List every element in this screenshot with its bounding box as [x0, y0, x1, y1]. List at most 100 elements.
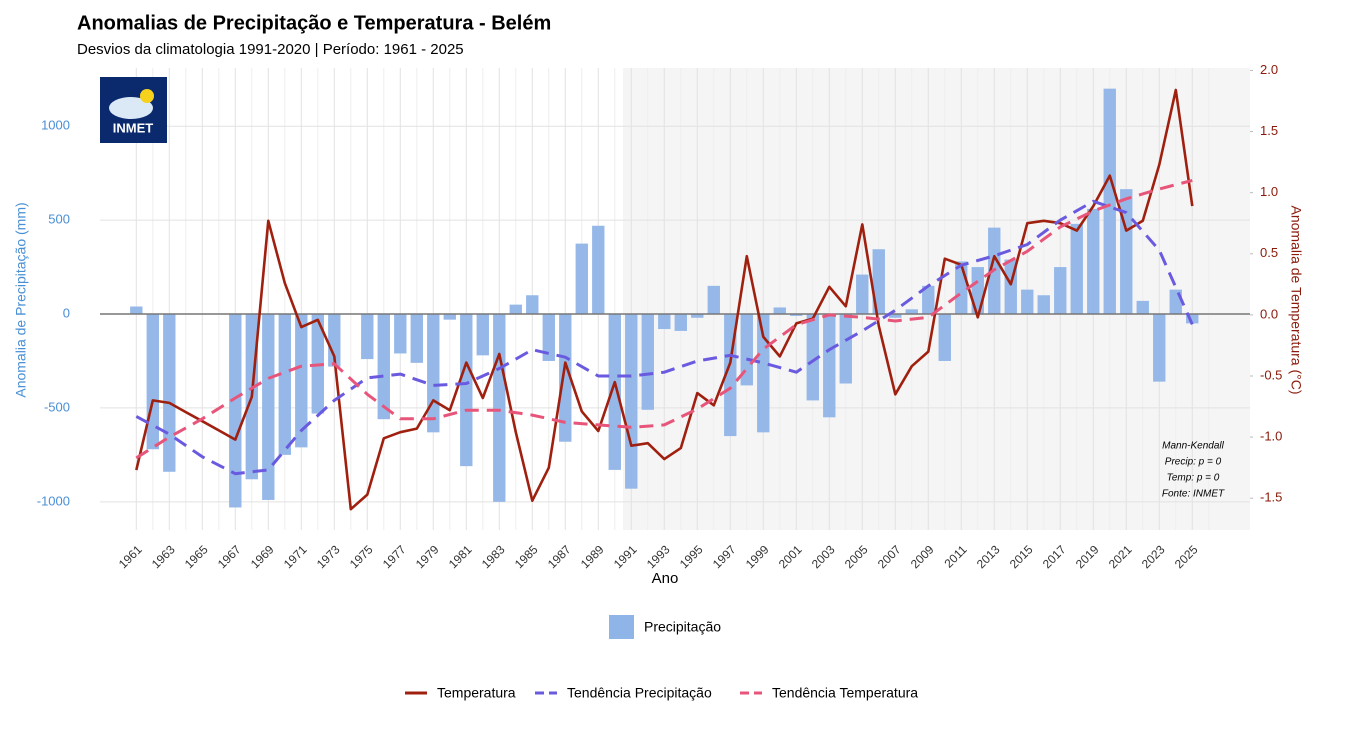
- bar: [278, 314, 291, 455]
- y2-tick-label: -0.5: [1260, 367, 1282, 382]
- x-tick-label: 1965: [182, 542, 211, 571]
- bar: [1186, 314, 1199, 324]
- bar: [823, 314, 836, 418]
- x-tick-label: 2013: [974, 542, 1003, 571]
- bar: [1021, 289, 1034, 315]
- x-tick-label: 1963: [149, 542, 178, 571]
- x-tick-label: 1979: [413, 542, 442, 571]
- legend-label: Temperatura: [437, 685, 516, 701]
- chart-title: Anomalias de Precipitação e Temperatura …: [77, 12, 551, 34]
- trend-line: [135, 199, 1194, 476]
- x-tick-label: 1969: [248, 542, 277, 571]
- logo-sun: [140, 89, 154, 103]
- bar: [641, 314, 654, 410]
- line: [135, 88, 1194, 511]
- bar: [938, 314, 951, 361]
- bar: [559, 314, 572, 442]
- bar: [394, 314, 407, 354]
- y-tick-label: 0: [63, 305, 70, 320]
- bar: [757, 314, 770, 433]
- x-tick-label: 1995: [677, 542, 706, 571]
- x-tick-label: 1981: [446, 542, 475, 571]
- bar: [674, 314, 687, 331]
- bar: [1070, 223, 1083, 315]
- bar: [889, 314, 902, 318]
- bar: [872, 249, 885, 315]
- bar: [592, 225, 605, 315]
- bar: [1136, 300, 1149, 315]
- x-tick-label: 2011: [941, 542, 969, 570]
- y-tick-label: 1000: [41, 118, 70, 133]
- y2-tick-label: 2.0: [1260, 62, 1278, 77]
- bar: [493, 314, 506, 502]
- bar: [1120, 189, 1133, 315]
- x-tick-label: 1987: [545, 542, 574, 571]
- bar: [410, 314, 423, 363]
- x-tick-label: 2017: [1040, 542, 1069, 571]
- bar: [922, 285, 935, 315]
- annotation: Temp: p = 0: [1167, 473, 1220, 484]
- x-tick-label: 2005: [842, 542, 871, 571]
- y2-tick-label: -1.5: [1260, 490, 1282, 505]
- bar: [509, 304, 522, 315]
- legend-label: Tendência Precipitação: [567, 685, 712, 701]
- x-axis-title: Ano: [652, 570, 679, 587]
- annotation: Mann-Kendall: [1162, 441, 1224, 452]
- logo-cloud: [109, 97, 153, 119]
- x-tick-label: 1997: [710, 542, 739, 571]
- x-tick-label: 1991: [611, 542, 640, 571]
- legend-swatch: [609, 615, 634, 639]
- bar: [790, 314, 803, 316]
- bar: [773, 307, 786, 315]
- bar: [361, 314, 374, 360]
- chart-subtitle: Desvios da climatologia 1991-2020 | Perí…: [77, 41, 464, 58]
- bar: [229, 314, 242, 508]
- bar: [460, 314, 473, 467]
- grid: [100, 68, 1250, 530]
- bar: [542, 314, 555, 361]
- bar: [163, 314, 176, 472]
- bar: [1054, 267, 1067, 315]
- annotation: Fonte: INMET: [1162, 489, 1225, 500]
- y-tick-label: -1000: [37, 493, 70, 508]
- x-tick-label: 1973: [314, 542, 343, 571]
- bar: [443, 314, 456, 320]
- bar: [575, 243, 588, 315]
- bar: [295, 314, 308, 448]
- bar: [526, 295, 539, 315]
- bar: [262, 314, 275, 500]
- x-tick-label: 1993: [644, 542, 673, 571]
- x-tick-label: 1983: [479, 542, 508, 571]
- x-tick-label: 2001: [776, 542, 805, 571]
- bar: [130, 306, 143, 315]
- y2-tick-label: 1.5: [1260, 123, 1278, 138]
- x-tick-label: 1967: [215, 542, 244, 571]
- annotation: Precip: p = 0: [1165, 457, 1222, 468]
- y2-axis-title: Anomalia de Temperatura (°C): [1288, 206, 1304, 395]
- bar: [856, 274, 869, 315]
- y2-tick-label: -1.0: [1260, 429, 1282, 444]
- x-tick-label: 2015: [1007, 542, 1036, 571]
- y2-tick-label: 0.0: [1260, 306, 1278, 321]
- bar: [1037, 295, 1050, 315]
- x-tick-label: 1961: [116, 542, 145, 571]
- bar: [377, 314, 390, 420]
- legend-label: Precipitação: [644, 619, 721, 635]
- x-tick-label: 1999: [743, 542, 772, 571]
- x-tick-label: 1989: [578, 542, 607, 571]
- bar: [707, 285, 720, 315]
- y-tick-label: 500: [48, 212, 70, 227]
- x-tick-label: 1977: [380, 542, 409, 571]
- bar: [740, 314, 753, 386]
- y-tick-label: -500: [44, 399, 70, 414]
- bar: [1087, 208, 1100, 315]
- y-axis-title: Anomalia de Precipitação (mm): [13, 202, 29, 397]
- logo-text: INMET: [113, 120, 154, 135]
- x-tick-label: 1975: [347, 542, 376, 571]
- bar: [608, 314, 621, 470]
- x-tick-label: 1971: [281, 542, 310, 571]
- x-tick-label: 2021: [1106, 542, 1135, 571]
- bar: [658, 314, 671, 330]
- legend-label: Tendência Temperatura: [772, 685, 918, 701]
- bar: [806, 314, 819, 401]
